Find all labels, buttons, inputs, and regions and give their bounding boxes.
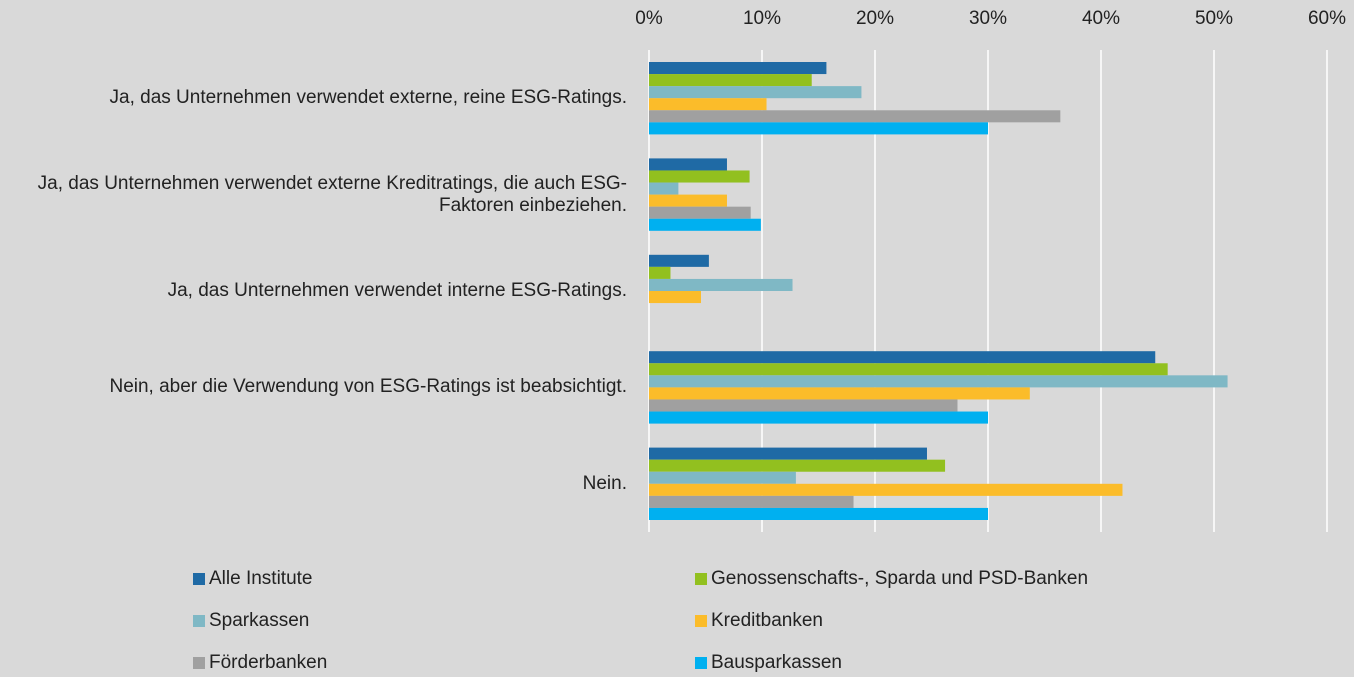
bar (649, 399, 958, 412)
category-label: Ja, das Unternehmen verwendet externe Kr… (37, 172, 627, 216)
bar (649, 507, 988, 520)
legend-swatch (193, 657, 205, 669)
legend-label: Bausparkassen (711, 652, 842, 673)
legend-item: Kreditbanken (695, 610, 823, 632)
category-label: Ja, das Unternehmen verwendet externe, r… (109, 87, 628, 109)
bar (649, 194, 727, 207)
bar (649, 254, 709, 267)
legend-item: Alle Institute (193, 568, 313, 590)
bar (649, 459, 946, 472)
legend-swatch (193, 573, 205, 585)
bar (649, 387, 1030, 400)
legend-swatch (193, 615, 205, 627)
bar (649, 206, 751, 219)
legend-label: Genossenschafts-, Sparda und PSD-Banken (711, 568, 1089, 589)
legend-item: Genossenschafts-, Sparda und PSD-Banken (695, 568, 1088, 590)
bar (649, 218, 761, 231)
category-label: Nein. (582, 472, 627, 494)
legend-label: Alle Institute (209, 568, 313, 589)
x-tick-label: 10% (742, 8, 782, 29)
category-label: Nein, aber die Verwendung von ESG-Rating… (109, 376, 627, 398)
bar (649, 86, 862, 99)
x-tick-label: 50% (1194, 8, 1234, 29)
legend-swatch (695, 657, 707, 669)
legend-swatch (695, 573, 707, 585)
x-tick-label: 20% (855, 8, 895, 29)
category-label: Ja, das Unternehmen verwendet interne ES… (167, 280, 627, 301)
legend-label: Förderbanken (209, 652, 328, 673)
bar (649, 74, 812, 87)
bar (649, 291, 701, 304)
bar (649, 471, 796, 484)
bar (649, 98, 767, 111)
bar (649, 182, 679, 195)
x-tick-label: 0% (635, 8, 663, 29)
legend-item: Bausparkassen (695, 652, 842, 674)
bar (649, 62, 827, 75)
bar (649, 483, 1123, 496)
bar (649, 351, 1156, 364)
x-tick-label: 40% (1081, 8, 1121, 29)
legend-label: Sparkassen (209, 610, 310, 631)
x-tick-label: 30% (968, 8, 1008, 29)
bar (649, 375, 1228, 388)
bar (649, 110, 1061, 123)
bar (649, 158, 727, 171)
bar (649, 278, 793, 291)
bar (649, 170, 750, 183)
bar (649, 447, 927, 460)
legend-item: Sparkassen (193, 610, 309, 632)
bar (649, 363, 1168, 376)
bar (649, 495, 854, 508)
legend-swatch (695, 615, 707, 627)
x-tick-label: 60% (1307, 8, 1347, 29)
legend-label: Kreditbanken (711, 610, 823, 631)
bar (649, 122, 988, 135)
bar (649, 266, 671, 279)
bar (649, 411, 988, 424)
legend-item: Förderbanken (193, 652, 327, 674)
